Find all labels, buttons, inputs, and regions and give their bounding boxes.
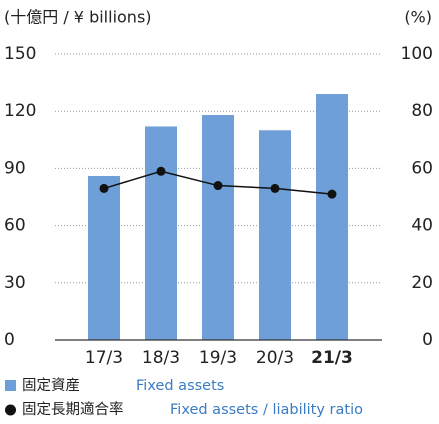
y2-tick-label: 40: [411, 216, 433, 236]
bar: [88, 176, 120, 340]
x-tick-label: 19/3: [199, 348, 237, 368]
y2-tick-label: 0: [422, 330, 433, 350]
x-tick-label: 17/3: [85, 348, 123, 368]
marker: [327, 189, 337, 199]
y-tick-label: 30: [4, 273, 26, 293]
y-axis-label: (十億円 / ¥ billions): [4, 8, 152, 27]
bar: [316, 94, 348, 340]
x-tick-label: 20/3: [256, 348, 294, 368]
marker: [270, 183, 280, 193]
y-tick-label: 120: [4, 101, 36, 121]
legend-label: Fixed assets: [136, 378, 224, 394]
marker: [213, 181, 223, 191]
y-tick-label: 0: [4, 330, 15, 350]
legend-label: Fixed assets / liability ratio: [170, 402, 363, 418]
legend-swatch: [5, 404, 16, 416]
y2-tick-label: 80: [411, 101, 433, 121]
x-tick-label: 18/3: [142, 348, 180, 368]
marker: [99, 183, 109, 193]
marker: [156, 166, 166, 176]
legend-label: 固定長期適合率: [22, 400, 124, 418]
y2-axis-label: (%): [404, 8, 432, 27]
bar: [202, 115, 234, 340]
bar: [259, 130, 291, 340]
y-tick-label: 60: [4, 216, 26, 236]
bar: [145, 126, 177, 340]
legend-swatch: [5, 380, 16, 391]
y-tick-label: 90: [4, 158, 26, 178]
y2-tick-label: 60: [411, 158, 433, 178]
y2-tick-label: 100: [401, 44, 433, 64]
x-tick-label: 21/3: [311, 348, 353, 368]
y2-tick-label: 20: [411, 273, 433, 293]
legend-label: 固定資産: [22, 377, 80, 394]
y-tick-label: 150: [4, 44, 36, 64]
